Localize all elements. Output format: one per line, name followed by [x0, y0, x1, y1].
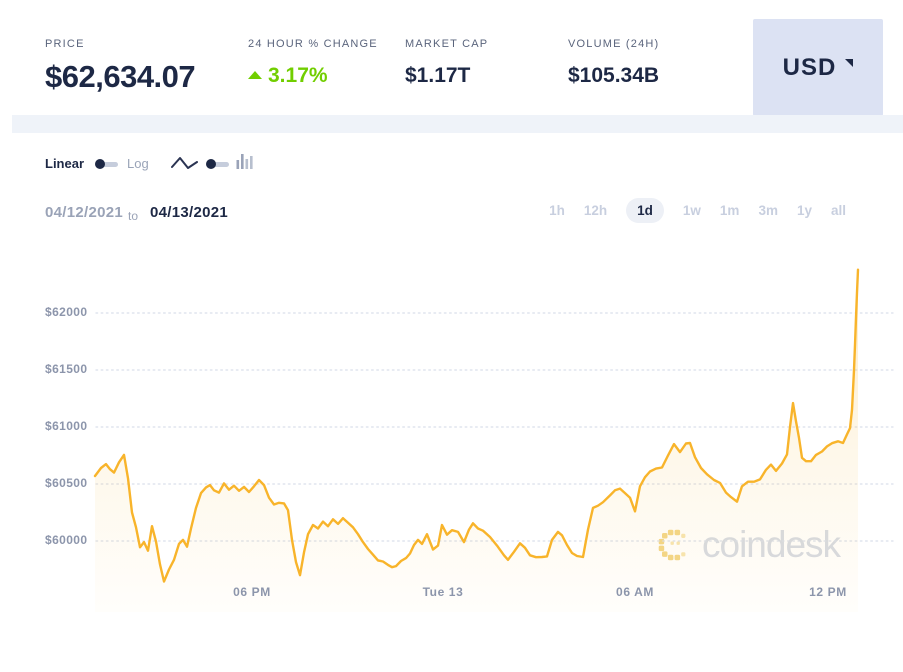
x-tick-06-pm: 06 PM [233, 585, 271, 599]
stat-market-cap: MARKET CAP $1.17T [405, 38, 488, 88]
price-chart-svg[interactable] [0, 240, 903, 612]
volume-value: $105.34B [568, 64, 660, 87]
change-value: 3.17% [248, 64, 378, 88]
currency-dropdown[interactable]: USD [753, 19, 883, 116]
range-buttons: 1h 12h 1d 1w 1m 3m 1y all [549, 198, 846, 223]
price-area-fill [95, 269, 858, 612]
change-label: 24 HOUR % CHANGE [248, 38, 378, 50]
log-label[interactable]: Log [127, 156, 149, 171]
bar-chart-icon[interactable] [236, 152, 254, 170]
market-cap-value: $1.17T [405, 64, 471, 87]
x-tick-tue-13: Tue 13 [422, 585, 464, 599]
price-line [93, 268, 860, 583]
line-chart-icon[interactable] [171, 155, 198, 171]
divider-band [12, 115, 903, 133]
range-button-1w[interactable]: 1w [682, 203, 701, 218]
date-range-separator: to [128, 209, 139, 223]
range-button-all[interactable]: all [830, 203, 846, 218]
stat-volume: VOLUME (24H) $105.34B [568, 38, 659, 88]
chart-type-toggle[interactable] [206, 159, 230, 169]
date-range-start[interactable]: 04/12/2021 [45, 204, 124, 221]
scale-toggle[interactable] [95, 159, 119, 169]
stat-price: PRICE $62,634.07 [45, 38, 196, 95]
linear-label[interactable]: Linear [45, 156, 85, 171]
range-button-1h[interactable]: 1h [549, 203, 565, 218]
x-tick-06-am: 06 AM [616, 585, 654, 599]
market-cap-label: MARKET CAP [405, 38, 489, 50]
up-triangle-icon [248, 71, 262, 79]
y-tick-61000: $61000 [45, 419, 88, 433]
y-tick-60000: $60000 [45, 533, 88, 547]
price-label: PRICE [45, 38, 85, 50]
date-range-end[interactable]: 04/13/2021 [150, 204, 229, 221]
y-tick-62000: $62000 [45, 305, 88, 319]
x-tick-12-pm: 12 PM [809, 585, 847, 599]
range-button-1m[interactable]: 1m [719, 203, 740, 218]
chart-area[interactable]: coindesk $62000$61500$61000$60500$60000 … [0, 240, 903, 612]
y-tick-61500: $61500 [45, 362, 88, 376]
range-button-1d[interactable]: 1d [626, 198, 664, 223]
range-button-3m[interactable]: 3m [758, 203, 778, 218]
y-tick-60500: $60500 [45, 476, 88, 490]
stat-change: 24 HOUR % CHANGE 3.17% [248, 38, 378, 88]
chevron-down-icon [845, 58, 854, 67]
currency-label: USD [782, 53, 837, 81]
range-button-12h[interactable]: 12h [583, 203, 608, 218]
volume-label: VOLUME (24H) [568, 38, 660, 50]
price-value: $62,634.07 [45, 59, 196, 94]
range-button-1y[interactable]: 1y [796, 203, 812, 218]
